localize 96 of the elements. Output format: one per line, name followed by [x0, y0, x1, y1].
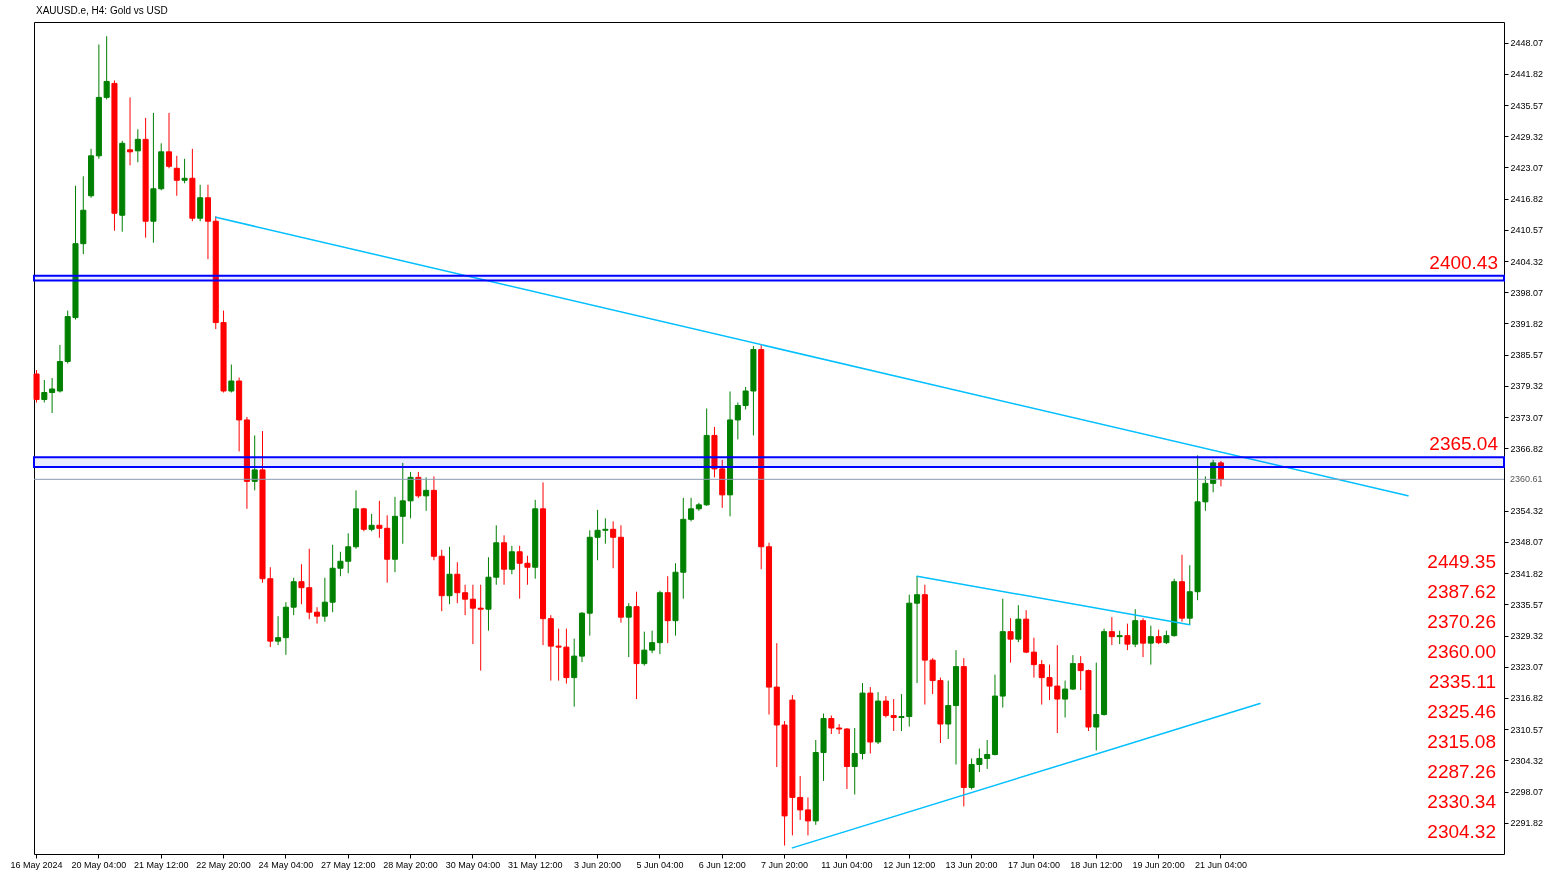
annotation: 2287.26 — [1427, 761, 1496, 782]
y-tick-label: 2379.32 — [1510, 381, 1544, 392]
y-tick-label: 2373.07 — [1510, 412, 1544, 423]
annotation: 2449.35 — [1427, 551, 1496, 572]
candlestick — [1132, 608, 1139, 648]
x-tick-label: 20 May 04:00 — [71, 859, 127, 870]
y-tick-label: 2323.07 — [1510, 662, 1544, 673]
annotation: 2304.32 — [1427, 821, 1496, 842]
x-tick-label: 6 Jun 12:00 — [698, 859, 746, 870]
candlestick — [251, 434, 258, 491]
candlestick — [508, 545, 515, 575]
x-tick-label: 22 May 20:00 — [196, 859, 251, 870]
candlestick — [181, 158, 188, 184]
y-tick-label: 2441.82 — [1510, 69, 1544, 80]
y-tick-label: 2410.57 — [1510, 225, 1544, 236]
x-tick-label: 12 Jun 12:00 — [883, 859, 936, 870]
candlestick — [1139, 617, 1147, 658]
x-tick-label: 17 Jun 04:00 — [1007, 859, 1060, 870]
y-tick-label: 2310.57 — [1510, 724, 1544, 735]
candlestick — [415, 471, 422, 499]
candlestick — [1124, 623, 1131, 651]
y-tick-label: 2348.07 — [1510, 537, 1544, 548]
x-tick-label: 18 Jun 12:00 — [1070, 859, 1123, 870]
candlestick — [1062, 680, 1069, 719]
x-tick-label: 31 May 12:00 — [507, 859, 563, 870]
ref-line-label: 2360.61 — [1510, 474, 1543, 485]
band-label: 2400.43 — [1429, 251, 1498, 273]
y-tick-label: 2398.07 — [1510, 287, 1544, 298]
y-tick-label: 2329.32 — [1510, 631, 1544, 642]
annotation: 2330.34 — [1427, 791, 1497, 812]
x-tick-label: 11 Jun 04:00 — [821, 859, 873, 870]
x-tick-label: 21 May 12:00 — [133, 859, 189, 870]
x-tick-label: 16 May 2024 — [10, 859, 63, 870]
x-tick-label: 7 Jun 20:00 — [761, 859, 809, 870]
candlestick — [1108, 616, 1115, 646]
candlestick — [173, 155, 180, 197]
candlestick — [446, 546, 453, 605]
candlestick — [165, 112, 173, 169]
candlestick — [197, 184, 204, 222]
y-tick-label: 2316.82 — [1510, 693, 1544, 704]
x-tick-label: 3 Jun 20:00 — [574, 859, 622, 870]
annotation: 2360.00 — [1427, 641, 1496, 662]
y-tick-label: 2391.82 — [1510, 318, 1544, 329]
annotation: 2335.11 — [1428, 671, 1496, 692]
y-tick-label: 2416.82 — [1510, 194, 1544, 205]
annotation: 2315.08 — [1427, 731, 1496, 752]
candlestick — [228, 364, 235, 393]
x-tick-label: 30 May 04:00 — [445, 859, 501, 870]
candlestick — [1093, 662, 1100, 751]
candlestick — [610, 520, 617, 569]
x-tick-label: 13 Jun 20:00 — [945, 859, 998, 870]
candlestick — [469, 584, 476, 645]
band-label: 2365.04 — [1429, 433, 1499, 455]
candlestick — [804, 796, 811, 836]
y-tick-label: 2304.32 — [1510, 755, 1544, 766]
y-tick-label: 2448.07 — [1510, 38, 1544, 49]
candlestick — [1217, 460, 1224, 487]
x-tick-label: 27 May 12:00 — [320, 859, 376, 870]
candlestick — [477, 584, 484, 672]
candlestick — [134, 128, 141, 163]
x-tick-label: 24 May 04:00 — [258, 859, 314, 870]
y-tick-label: 2404.32 — [1510, 256, 1544, 267]
candlestick — [1147, 625, 1154, 666]
candlestick — [571, 638, 578, 708]
candlestick — [914, 575, 921, 684]
x-tick-label: 5 Jun 04:00 — [636, 859, 684, 870]
candlestick — [462, 584, 469, 616]
x-tick-label: 19 Jun 20:00 — [1132, 859, 1185, 870]
candlestick — [204, 184, 211, 260]
annotation: 2370.26 — [1427, 611, 1496, 632]
chart-title: XAUUSD.e, H4: Gold vs USD — [36, 5, 168, 16]
annotation: 2325.46 — [1427, 701, 1496, 722]
candlestick — [454, 561, 461, 604]
y-tick-label: 2354.32 — [1510, 506, 1544, 517]
y-tick-label: 2341.82 — [1510, 568, 1544, 579]
y-tick-label: 2298.07 — [1510, 787, 1544, 798]
annotation: 2387.62 — [1427, 581, 1496, 602]
candlestick — [625, 602, 632, 658]
x-tick-label: 21 Jun 04:00 — [1194, 859, 1247, 870]
candlestick — [127, 96, 134, 166]
candlestick — [314, 606, 321, 625]
candlestick — [275, 615, 282, 646]
candlestick — [945, 680, 952, 740]
x-tick-label: 28 May 20:00 — [383, 859, 438, 870]
candlestick — [1015, 604, 1022, 643]
y-tick-label: 2385.57 — [1510, 350, 1544, 361]
y-tick-label: 2291.82 — [1510, 818, 1544, 829]
y-tick-label: 2335.57 — [1510, 599, 1544, 610]
y-tick-label: 2423.07 — [1510, 162, 1544, 173]
y-tick-label: 2429.32 — [1510, 131, 1544, 142]
candlestick — [1007, 617, 1014, 664]
y-tick-label: 2435.57 — [1510, 100, 1544, 111]
candlestick — [688, 497, 695, 522]
y-tick-label: 2366.82 — [1510, 443, 1544, 454]
candlestick — [423, 476, 430, 512]
candlestick — [1030, 637, 1037, 679]
